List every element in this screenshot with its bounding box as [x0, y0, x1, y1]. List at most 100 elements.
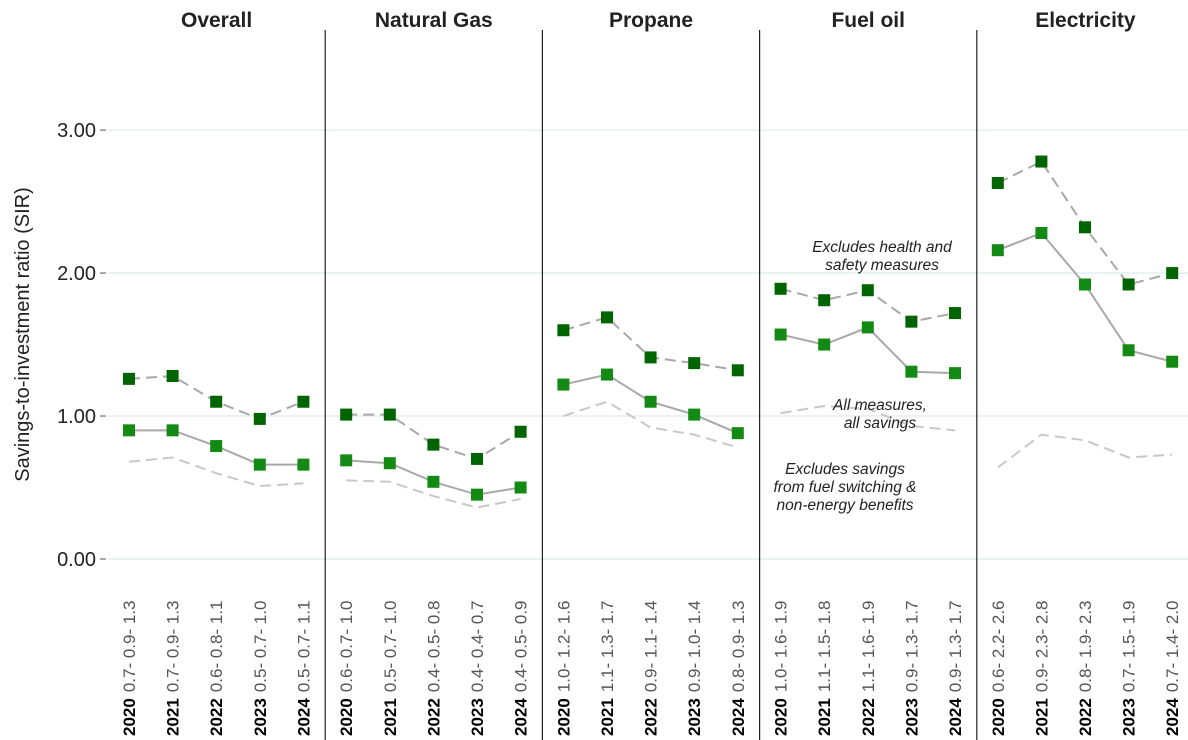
- x-tick-values: 0.9- 1.0- 1.4: [685, 601, 704, 693]
- point-marker: [861, 284, 874, 297]
- annotation: All measures,: [832, 397, 927, 414]
- x-tick-label: 2023 0.9- 1.3- 1.7: [902, 601, 921, 737]
- x-tick-year: 2022: [859, 698, 878, 736]
- point-marker: [818, 338, 831, 351]
- x-tick-values: 1.0- 1.2- 1.6: [554, 601, 573, 693]
- point-marker: [601, 368, 613, 381]
- y-tick-label: 0.00: [57, 549, 96, 571]
- point-marker: [774, 328, 787, 341]
- x-tick-year: 2023: [468, 698, 487, 736]
- point-marker: [253, 458, 266, 471]
- point-marker: [383, 408, 396, 421]
- point-marker: [427, 475, 440, 488]
- panel-title: Electricity: [1035, 9, 1136, 32]
- x-tick-label: 2023 0.4- 0.4- 0.7: [468, 601, 487, 737]
- point-marker: [340, 408, 353, 421]
- point-marker: [340, 454, 353, 467]
- x-tick-label: 2021 0.5- 0.7- 1.0: [381, 601, 400, 737]
- x-tick-label: 2021 1.1- 1.3- 1.7: [598, 601, 617, 737]
- x-tick-values: 0.5- 0.7- 1.1: [294, 601, 313, 693]
- point-marker: [253, 412, 266, 425]
- x-tick-year: 2020: [120, 698, 139, 736]
- point-marker: [557, 378, 570, 391]
- x-tick-year: 2024: [512, 698, 531, 736]
- point-marker: [991, 176, 1004, 189]
- x-tick-year: 2021: [1032, 698, 1051, 736]
- x-tick-values: 0.5- 0.7- 1.0: [251, 601, 270, 693]
- series-line: [128, 456, 304, 488]
- x-tick-values: 0.6- 2.2- 2.6: [989, 601, 1008, 693]
- x-tick-values: 0.7- 0.9- 1.3: [120, 601, 139, 693]
- x-tick-values: 0.4- 0.4- 0.7: [468, 601, 487, 693]
- point-marker: [1122, 344, 1135, 357]
- x-tick-year: 2024: [946, 698, 965, 736]
- x-tick-values: 0.4- 0.5- 0.8: [424, 601, 443, 693]
- panel-title: Overall: [181, 9, 252, 32]
- x-tick-label: 2020 1.0- 1.6- 1.9: [772, 601, 791, 737]
- x-tick-year: 2022: [207, 698, 226, 736]
- x-tick-year: 2020: [989, 698, 1008, 736]
- annotation: safety measures: [825, 257, 939, 274]
- x-tick-values: 0.9- 1.1- 1.4: [642, 601, 661, 693]
- point-marker: [210, 395, 223, 408]
- x-tick-label: 2020 0.6- 2.2- 2.6: [989, 601, 1008, 737]
- point-marker: [1079, 221, 1091, 234]
- point-marker: [1035, 227, 1048, 240]
- x-tick-year: 2020: [554, 698, 573, 736]
- x-tick-values: 0.6- 0.8- 1.1: [207, 601, 226, 693]
- point-marker: [731, 364, 744, 377]
- point-marker: [471, 488, 483, 501]
- x-tick-values: 0.9- 1.3- 1.7: [946, 601, 965, 693]
- point-marker: [427, 438, 440, 451]
- point-marker: [297, 395, 310, 408]
- x-tick-label: 2021 0.9- 2.3- 2.8: [1032, 601, 1051, 737]
- x-tick-values: 0.5- 0.7- 1.0: [381, 601, 400, 693]
- x-tick-label: 2020 1.0- 1.2- 1.6: [554, 601, 573, 737]
- x-tick-year: 2020: [337, 698, 356, 736]
- x-tick-year: 2023: [251, 698, 270, 736]
- x-tick-label: 2024 0.8- 0.9- 1.3: [729, 601, 748, 737]
- x-tick-year: 2022: [1076, 698, 1095, 736]
- x-tick-year: 2024: [1163, 698, 1182, 736]
- x-tick-year: 2024: [729, 698, 748, 736]
- point-marker: [644, 395, 657, 408]
- annotation: Excludes savings: [785, 461, 905, 478]
- x-tick-label: 2024 0.9- 1.3- 1.7: [946, 601, 965, 737]
- series-line: [780, 405, 956, 432]
- x-tick-label: 2024 0.7- 1.4- 2.0: [1163, 601, 1182, 737]
- annotation: non-energy benefits: [776, 497, 913, 514]
- point-marker: [297, 458, 310, 471]
- point-marker: [471, 452, 483, 465]
- x-tick-values: 0.7- 0.9- 1.3: [164, 601, 183, 693]
- x-tick-year: 2021: [164, 698, 183, 736]
- point-marker: [1166, 267, 1179, 280]
- point-marker: [861, 321, 874, 334]
- point-marker: [514, 481, 527, 494]
- series-line: [997, 433, 1173, 469]
- point-marker: [1166, 355, 1179, 368]
- x-tick-year: 2021: [598, 698, 617, 736]
- x-tick-label: 2023 0.7- 1.5- 1.9: [1120, 601, 1139, 737]
- point-marker: [383, 457, 396, 470]
- x-tick-label: 2022 0.9- 1.1- 1.4: [642, 601, 661, 737]
- point-marker: [991, 244, 1004, 257]
- point-marker: [774, 282, 787, 295]
- annotation: Excludes health and: [812, 239, 953, 256]
- point-marker: [731, 427, 744, 440]
- x-tick-values: 1.1- 1.5- 1.8: [815, 601, 834, 693]
- point-marker: [644, 351, 657, 364]
- point-marker: [905, 365, 918, 378]
- y-axis-label: Savings-to-investment ratio (SIR): [12, 187, 34, 482]
- x-tick-values: 1.1- 1.3- 1.7: [598, 601, 617, 693]
- point-marker: [166, 369, 179, 382]
- series-line: [563, 400, 739, 449]
- x-tick-values: 0.7- 1.4- 2.0: [1163, 601, 1182, 693]
- x-tick-year: 2024: [294, 698, 313, 736]
- x-tick-label: 2022 0.4- 0.5- 0.8: [424, 601, 443, 737]
- x-tick-values: 0.7- 1.5- 1.9: [1120, 601, 1139, 693]
- x-tick-values: 0.8- 0.9- 1.3: [729, 601, 748, 693]
- x-tick-label: 2022 0.6- 0.8- 1.1: [207, 601, 226, 737]
- x-tick-label: 2021 0.7- 0.9- 1.3: [164, 601, 183, 737]
- point-marker: [1122, 278, 1135, 291]
